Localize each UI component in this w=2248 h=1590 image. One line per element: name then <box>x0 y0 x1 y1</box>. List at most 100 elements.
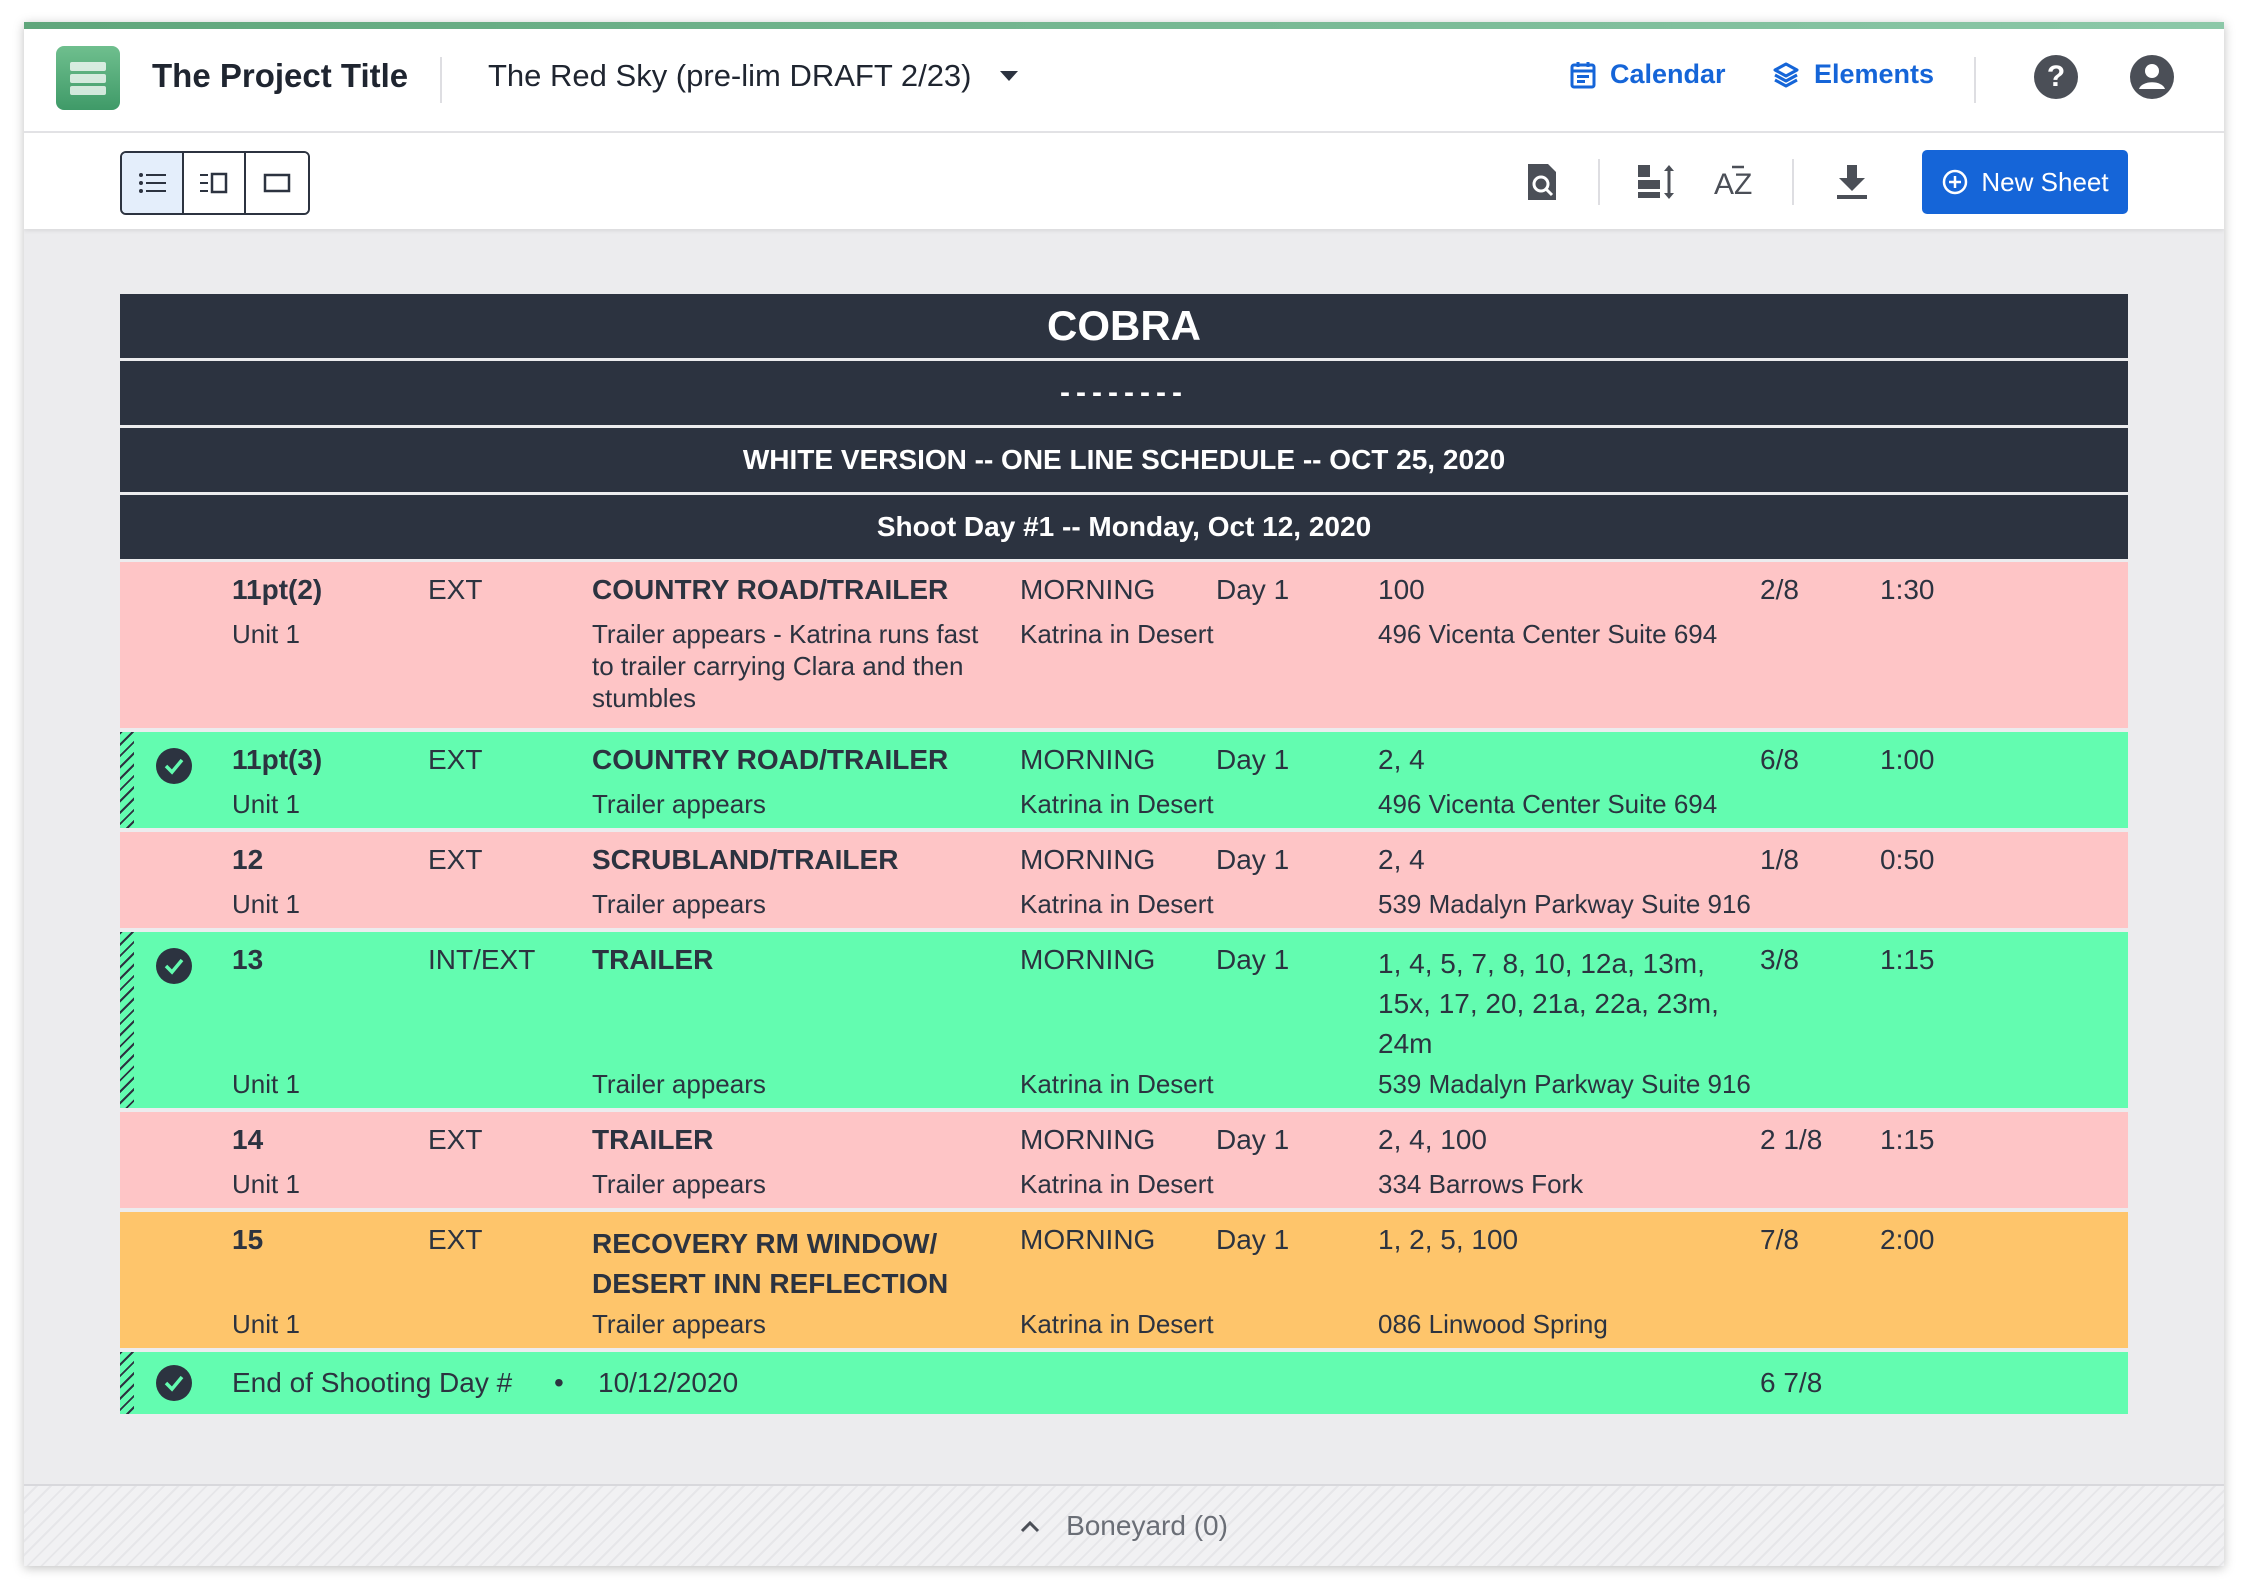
set-name: TRAILER <box>592 1124 714 1155</box>
document-search-icon <box>1528 164 1556 200</box>
unit-label: Unit 1 <box>232 889 300 919</box>
help-button[interactable]: ? <box>2034 55 2078 99</box>
calendar-label: Calendar <box>1610 59 1726 89</box>
svg-text:AZ: AZ <box>1714 168 1752 201</box>
user-avatar[interactable] <box>2130 55 2174 99</box>
sort-az-icon: AZ <box>1714 165 1752 201</box>
page-count: 3/8 <box>1760 944 1799 975</box>
row-height-button[interactable] <box>1634 160 1678 204</box>
location-address: 086 Linwood Spring <box>1378 1309 1608 1339</box>
calendar-link[interactable]: Calendar <box>1570 59 1726 90</box>
scene-number: 11pt(3) <box>232 744 323 775</box>
int-ext: EXT <box>428 844 483 875</box>
checkmark-icon[interactable] <box>156 948 192 984</box>
scene-strip[interactable]: 12 Unit 1 EXT SCRUBLAND/TRAILER Trailer … <box>120 832 2128 928</box>
sequence-name: Katrina in Desert <box>1020 789 1214 819</box>
single-view-button[interactable] <box>246 153 308 213</box>
end-of-day-strip[interactable]: End of Shooting Day # • 10/12/2020 6 7/8 <box>120 1352 2128 1414</box>
list-view-button[interactable] <box>122 153 184 213</box>
scheduled-hatch-marker <box>120 932 134 1108</box>
scene-description: Trailer appears <box>592 889 766 919</box>
scene-strip[interactable]: 11pt(3) Unit 1 EXT COUNTRY ROAD/TRAILER … <box>120 732 2128 828</box>
toolbar-divider <box>1792 159 1794 205</box>
set-name: COUNTRY ROAD/TRAILER <box>592 574 949 605</box>
stripboard-sheet: COBRA -------- WHITE VERSION -- ONE LINE… <box>120 294 2128 1418</box>
int-ext: INT/EXT <box>428 944 536 975</box>
sequence-name: Katrina in Desert <box>1020 889 1214 919</box>
unit-label: Unit 1 <box>232 1309 300 1339</box>
estimated-time: 0:50 <box>1880 844 1935 875</box>
cast-ids: 1, 4, 5, 7, 8, 10, 12a, 13m, 15x, 17, 20… <box>1378 948 1719 1059</box>
scene-strip[interactable]: 14 Unit 1 EXT TRAILER Trailer appears MO… <box>120 1112 2128 1208</box>
estimated-time: 2:00 <box>1880 1224 1935 1255</box>
bullet-separator: • <box>554 1367 564 1398</box>
sequence-name: Katrina in Desert <box>1020 1069 1214 1099</box>
app-window: The Project Title The Red Sky (pre-lim D… <box>24 22 2224 1566</box>
header-divider <box>440 57 442 103</box>
download-icon <box>1837 165 1867 199</box>
checkmark-icon[interactable] <box>156 748 192 784</box>
script-day: Day 1 <box>1216 844 1290 875</box>
end-of-day-date: 10/12/2020 <box>598 1367 739 1398</box>
sequence-name: Katrina in Desert <box>1020 1169 1214 1199</box>
header-divider <box>1974 57 1976 103</box>
elements-label: Elements <box>1814 59 1935 89</box>
scene-number: 13 <box>232 944 264 975</box>
script-day: Day 1 <box>1216 944 1290 975</box>
draft-name: The Red Sky (pre-lim DRAFT 2/23) <box>488 58 972 93</box>
scene-strip[interactable]: 15 Unit 1 EXT RECOVERY RM WINDOW/ DESERT… <box>120 1212 2128 1348</box>
end-of-day-label: End of Shooting Day # <box>232 1367 513 1398</box>
page-count: 7/8 <box>1760 1224 1799 1255</box>
unit-label: Unit 1 <box>232 1069 300 1099</box>
project-title[interactable]: The Project Title <box>152 57 409 94</box>
day-header: Shoot Day #1 -- Monday, Oct 12, 2020 <box>120 495 2128 559</box>
split-view-button[interactable] <box>184 153 246 213</box>
scene-number: 15 <box>232 1224 264 1255</box>
schedule-version: WHITE VERSION -- ONE LINE SCHEDULE -- OC… <box>120 428 2128 492</box>
sheet-title: COBRA <box>120 294 2128 358</box>
find-button[interactable] <box>1520 160 1564 204</box>
view-mode-group <box>120 151 310 215</box>
estimated-time: 1:15 <box>1880 944 1935 975</box>
location-address: 334 Barrows Fork <box>1378 1169 1584 1199</box>
page-count: 6/8 <box>1760 744 1799 775</box>
time-of-day: MORNING <box>1020 1124 1156 1155</box>
page-count: 2 1/8 <box>1760 1124 1823 1155</box>
unit-label: Unit 1 <box>232 619 300 649</box>
app-header: The Project Title The Red Sky (pre-lim D… <box>24 29 2224 133</box>
scene-number: 11pt(2) <box>232 574 323 605</box>
scene-number: 14 <box>232 1124 264 1155</box>
top-accent-stripe <box>24 22 2224 29</box>
boneyard-toggle[interactable]: Boneyard (0) <box>24 1484 2224 1566</box>
location-address: 539 Madalyn Parkway Suite 916 <box>1378 889 1751 919</box>
chevron-up-icon <box>1021 1520 1040 1533</box>
app-logo-icon[interactable] <box>56 46 120 110</box>
location-address: 539 Madalyn Parkway Suite 916 <box>1378 1069 1751 1099</box>
unit-label: Unit 1 <box>232 1169 300 1199</box>
scheduled-hatch-marker <box>120 732 134 828</box>
int-ext: EXT <box>428 1124 483 1155</box>
scene-description: Trailer appears - Katrina runs fast to t… <box>592 619 979 713</box>
frame-icon <box>263 173 291 193</box>
estimated-time: 1:00 <box>1880 744 1935 775</box>
script-day: Day 1 <box>1216 1224 1290 1255</box>
boneyard-label: Boneyard (0) <box>1066 1510 1228 1541</box>
elements-link[interactable]: Elements <box>1772 59 1934 90</box>
download-button[interactable] <box>1830 160 1874 204</box>
sort-button[interactable]: AZ <box>1714 160 1758 204</box>
layers-icon <box>1773 62 1799 87</box>
draft-selector[interactable]: The Red Sky (pre-lim DRAFT 2/23) <box>488 58 1018 94</box>
scene-description: Trailer appears <box>592 1069 766 1099</box>
calendar-icon <box>1570 61 1596 88</box>
scene-strip[interactable]: 13 Unit 1 INT/EXT TRAILER Trailer appear… <box>120 932 2128 1108</box>
scene-strip[interactable]: 11pt(2) Unit 1 EXT COUNTRY ROAD/TRAILER … <box>120 562 2128 728</box>
sequence-name: Katrina in Desert <box>1020 1309 1214 1339</box>
toolbar-divider <box>1598 159 1600 205</box>
toolbar: AZ New Sheet <box>24 133 2224 229</box>
new-sheet-button[interactable]: New Sheet <box>1922 150 2128 214</box>
location-address: 496 Vicenta Center Suite 694 <box>1378 789 1718 819</box>
script-day: Day 1 <box>1216 1124 1290 1155</box>
checkmark-icon[interactable] <box>156 1365 192 1401</box>
estimated-time: 1:15 <box>1880 1124 1935 1155</box>
sheet-subtitle: -------- <box>120 361 2128 425</box>
